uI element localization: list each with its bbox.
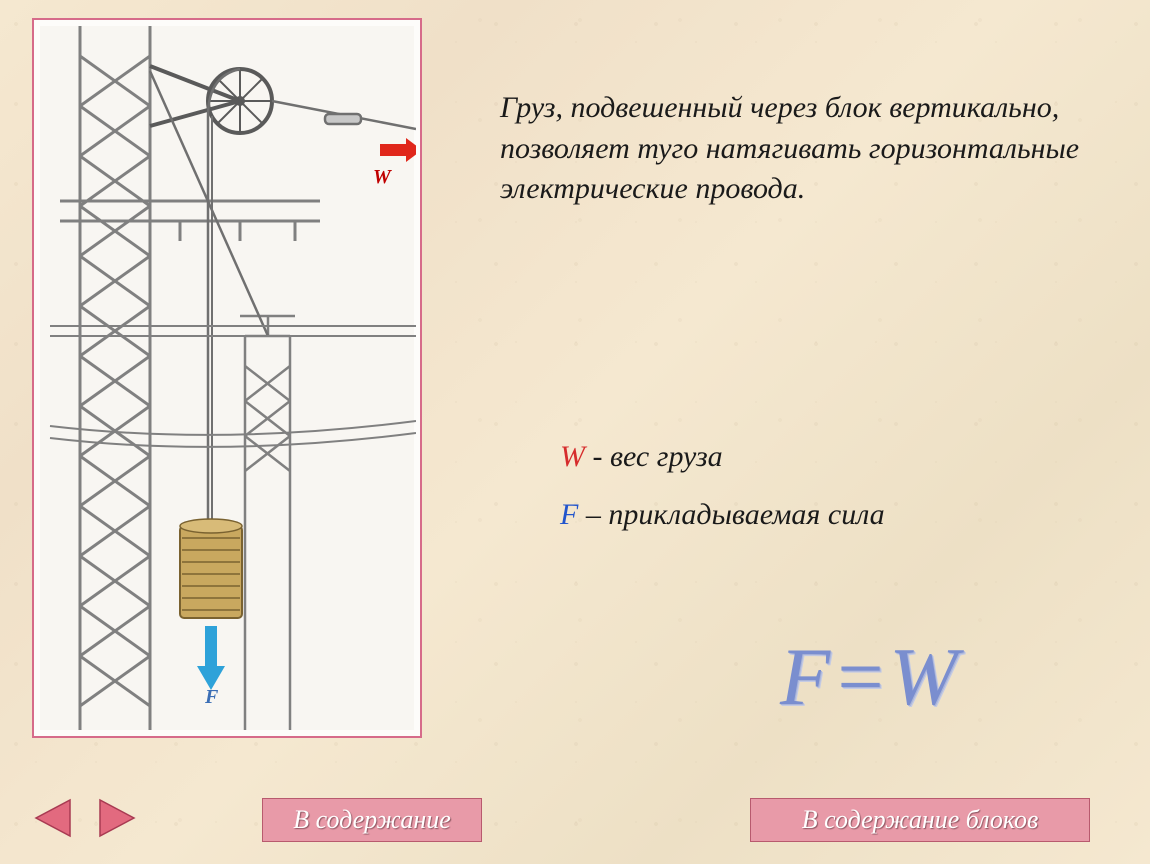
legend: W - вес груза F – прикладываемая сила — [560, 440, 885, 556]
figure-frame: W F — [32, 18, 422, 738]
nav-contents-button[interactable]: В содержание — [262, 798, 482, 842]
body-text: Груз, подвешенный через блок вертикально… — [500, 88, 1100, 210]
legend-desc-f: – прикладываемая сила — [578, 498, 884, 531]
arrow-w — [380, 138, 416, 162]
hanging-weight — [180, 519, 242, 618]
slide: W F Груз, подвешенный через блок вертика… — [0, 0, 1150, 864]
figure-label-f: F — [205, 686, 218, 709]
figure-label-w: W — [373, 166, 391, 189]
arrow-f — [197, 626, 225, 690]
legend-desc-w: - вес груза — [585, 440, 723, 473]
nav-block-contents-button[interactable]: В содержание блоков — [750, 798, 1090, 842]
formula: F=W — [780, 630, 960, 724]
legend-row-f: F – прикладываемая сила — [560, 498, 885, 532]
figure-illustration: W F — [40, 26, 414, 730]
nav-next-arrow[interactable] — [96, 796, 140, 840]
nav-block-contents-label: В содержание блоков — [802, 805, 1039, 835]
nav-prev-arrow[interactable] — [30, 796, 74, 840]
legend-symbol-w: W — [560, 440, 585, 473]
nav-contents-label: В содержание — [293, 805, 451, 835]
legend-row-w: W - вес груза — [560, 440, 885, 474]
legend-symbol-f: F — [560, 498, 578, 531]
tower-pulley-diagram — [40, 26, 416, 730]
